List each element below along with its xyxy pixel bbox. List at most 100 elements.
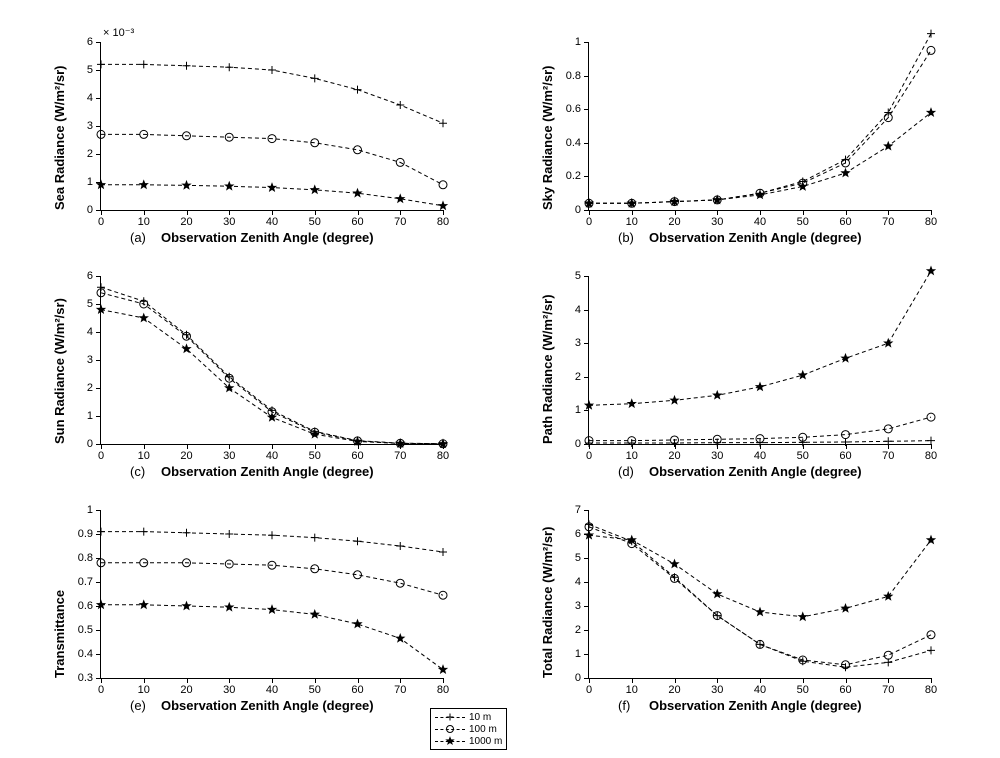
series-line-star [101, 310, 443, 444]
subplot-a: 010203040506070800123456× 10⁻³Sea Radian… [100, 42, 442, 210]
xtick-label: 80 [925, 450, 937, 462]
xtick-label: 0 [98, 684, 104, 696]
marker-plus [225, 63, 233, 71]
ytick-label: 3 [63, 120, 93, 132]
ytick-label: 2 [63, 382, 93, 394]
ytick-label: 3 [63, 354, 93, 366]
ytick-label: 3 [551, 337, 581, 349]
ylabel: Transmittance [52, 590, 67, 678]
marker-star [628, 400, 636, 407]
marker-star [225, 603, 233, 610]
xtick-label: 50 [797, 684, 809, 696]
xtick-label: 40 [754, 450, 766, 462]
xtick-label: 70 [394, 450, 406, 462]
xtick-label: 40 [266, 684, 278, 696]
xtick-label: 30 [223, 450, 235, 462]
xtick-label: 0 [586, 684, 592, 696]
marker-star [927, 109, 935, 116]
xlabel: Observation Zenith Angle (degree) [649, 230, 862, 245]
marker-plus [311, 74, 319, 82]
ytick-label: 1 [63, 504, 93, 516]
marker-star [927, 536, 935, 543]
xtick-label: 10 [626, 684, 638, 696]
marker-star [396, 634, 404, 641]
marker-star [799, 371, 807, 378]
ytick-label: 4 [551, 304, 581, 316]
marker-plus [140, 528, 148, 536]
xtick-label: 70 [394, 684, 406, 696]
marker-star [884, 142, 892, 149]
legend-row: 100 m [435, 723, 502, 735]
xtick-label: 70 [882, 684, 894, 696]
ytick-label: 0 [63, 438, 93, 450]
marker-plus [354, 537, 362, 545]
xtick-label: 80 [437, 684, 449, 696]
plot-area: 010203040506070800.30.40.50.60.70.80.91 [100, 510, 443, 679]
marker-star [268, 184, 276, 191]
marker-star [140, 314, 148, 321]
xtick-label: 20 [180, 450, 192, 462]
marker-plus [268, 531, 276, 539]
xtick-label: 70 [394, 216, 406, 228]
ytick-label: 1 [63, 176, 93, 188]
xtick-label: 20 [668, 450, 680, 462]
xlabel: Observation Zenith Angle (degree) [161, 698, 374, 713]
xtick-label: 10 [626, 450, 638, 462]
ytick-label: 4 [63, 92, 93, 104]
xtick-label: 20 [180, 216, 192, 228]
xtick-label: 10 [138, 216, 150, 228]
subplot-f: 0102030405060708001234567Total Radiance … [588, 510, 930, 678]
plot-area: 0102030405060708001234567 [588, 510, 931, 679]
xtick-label: 70 [882, 216, 894, 228]
ytick-label: 6 [63, 36, 93, 48]
marker-star [439, 202, 447, 209]
xtick-label: 80 [925, 684, 937, 696]
marker-star [927, 267, 935, 274]
xtick-label: 40 [266, 450, 278, 462]
ytick-label: 0 [551, 672, 581, 684]
xtick-label: 0 [98, 216, 104, 228]
marker-star [97, 306, 105, 313]
marker-star [671, 396, 679, 403]
marker-star [354, 189, 362, 196]
xtick-label: 40 [266, 216, 278, 228]
xtick-label: 50 [309, 684, 321, 696]
ylabel: Total Radiance (W/m²/sr) [540, 527, 555, 678]
ylabel: Sun Radiance (W/m²/sr) [52, 298, 67, 444]
ytick-label: 4 [63, 326, 93, 338]
legend-label: 10 m [469, 712, 491, 723]
xlabel: Observation Zenith Angle (degree) [161, 230, 374, 245]
ytick-label: 0.3 [63, 672, 93, 684]
axis-multiplier: × 10⁻³ [103, 26, 134, 39]
xtick-label: 60 [351, 216, 363, 228]
legend-label: 100 m [469, 724, 497, 735]
xtick-label: 20 [668, 684, 680, 696]
marker-plus [225, 530, 233, 538]
xtick-label: 60 [351, 684, 363, 696]
marker-star [713, 391, 721, 398]
marker-star [140, 601, 148, 608]
xtick-label: 50 [797, 450, 809, 462]
subplot-tag: (d) [618, 464, 634, 479]
marker-plus [884, 437, 892, 445]
marker-star [884, 339, 892, 346]
marker-circle [927, 631, 935, 639]
ytick-label: 1 [551, 36, 581, 48]
xtick-label: 80 [437, 450, 449, 462]
ytick-label: 5 [63, 298, 93, 310]
marker-plus [927, 437, 935, 445]
marker-star [756, 191, 764, 198]
series-line-circle [589, 417, 931, 441]
xtick-label: 80 [437, 216, 449, 228]
marker-plus [97, 60, 105, 68]
marker-star [311, 610, 319, 617]
series-line-plus [101, 287, 443, 444]
ytick-label: 2 [551, 371, 581, 383]
chart-svg [589, 42, 931, 210]
marker-plus [183, 62, 191, 70]
ytick-label: 0.8 [63, 552, 93, 564]
marker-star [713, 590, 721, 597]
marker-star [396, 195, 404, 202]
marker-star [799, 613, 807, 620]
ytick-label: 0.4 [551, 137, 581, 149]
